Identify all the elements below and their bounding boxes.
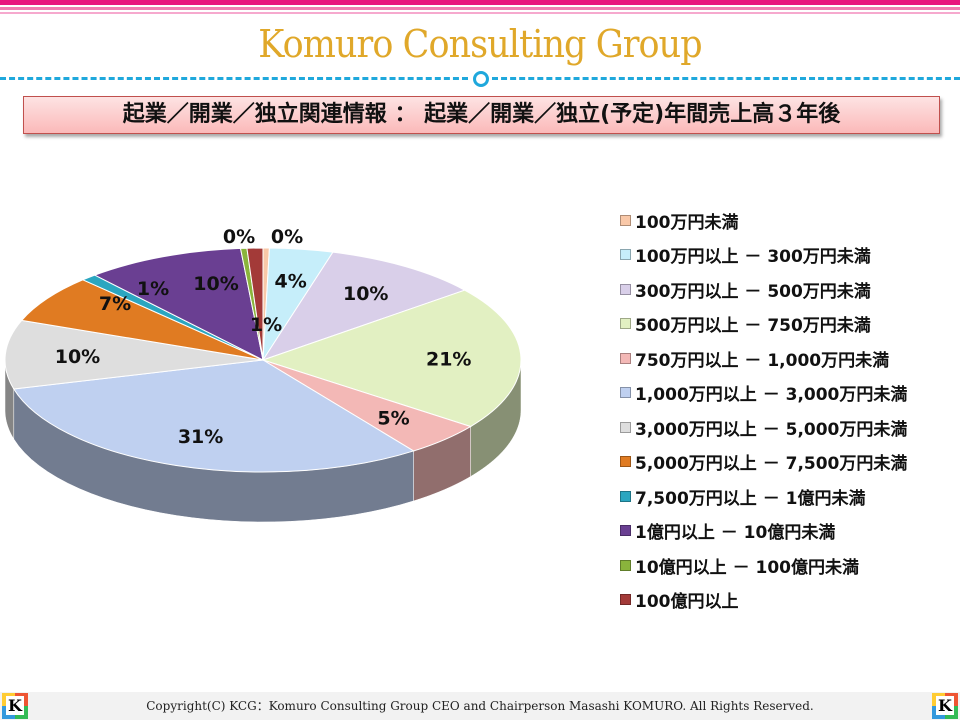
legend-label: 1,000万円以上 － 3,000万円未満: [635, 385, 908, 406]
brand-title: Komuro Consulting Group: [258, 22, 702, 66]
legend-swatch: [620, 283, 631, 295]
data-label: 4%: [275, 270, 307, 292]
data-label: 5%: [377, 407, 409, 429]
legend-item: 750万円以上 － 1,000万円未満: [620, 341, 907, 376]
pie-slice: [261, 289, 522, 428]
legend-label: 10億円以上 － 100億円未満: [635, 557, 859, 578]
divider: [0, 77, 468, 80]
legend-swatch: [620, 490, 631, 502]
legend-item: 100億円以上: [620, 583, 907, 618]
pie-slice: [20, 279, 264, 361]
legend-swatch: [620, 559, 631, 571]
legend-swatch: [620, 525, 631, 537]
page-subtitle: 起業／開業／独立関連情報 ： 起業／開業／独立(予定)年間売上高３年後: [23, 96, 940, 134]
divider-circle-icon: [473, 71, 489, 87]
pie-slice: [4, 319, 264, 390]
legend-item: 100万円未満: [620, 203, 907, 238]
top-stripe: [0, 12, 960, 14]
legend-label: 5,000万円以上 － 7,500万円未満: [635, 454, 908, 475]
kcg-logo-icon: K: [2, 693, 28, 719]
pie-chart: 0% 4% 10% 21% 5% 31% 10% 7% 1% 10% 0% 1%: [4, 226, 522, 523]
legend-swatch: [620, 387, 631, 399]
pie-slice: [12, 359, 415, 473]
copyright: Copyright(C) KCG：Komuro Consulting Group…: [0, 692, 960, 720]
legend-item: 1億円以上 － 10億円未満: [620, 514, 907, 549]
pie-slice: [93, 247, 264, 361]
data-label: 0%: [271, 226, 303, 248]
legend-item: 3,000万円以上 － 5,000万円未満: [620, 410, 907, 445]
legend-item: 300万円以上 － 500万円未満: [620, 272, 907, 307]
pie-slice: [261, 251, 466, 361]
legend-swatch: [620, 352, 631, 364]
legend-item: 7,500万円以上 － 1億円未満: [620, 479, 907, 514]
top-stripe: [0, 7, 960, 10]
legend-label: 750万円以上 － 1,000万円未満: [635, 350, 890, 371]
legend-label: 500万円以上 － 750万円未満: [635, 316, 871, 337]
legend-label: 300万円以上 － 500万円未満: [635, 281, 871, 302]
data-label: 1%: [250, 314, 282, 336]
data-label: 21%: [426, 348, 471, 370]
legend-item: 100万円以上 － 300万円未満: [620, 238, 907, 273]
legend-swatch: [620, 421, 631, 433]
data-label: 0%: [223, 226, 255, 248]
data-label: 7%: [99, 293, 131, 315]
legend-swatch: [620, 456, 631, 468]
data-label: 10%: [55, 346, 100, 368]
top-stripe: [0, 0, 960, 5]
data-label: 31%: [178, 426, 223, 448]
data-label: 1%: [137, 278, 169, 300]
data-label: 10%: [343, 283, 388, 305]
data-label: 10%: [193, 273, 238, 295]
legend-swatch: [620, 249, 631, 261]
legend-item: 10億円以上 － 100億円未満: [620, 548, 907, 583]
legend-swatch: [620, 594, 631, 606]
pie-slice: [246, 247, 264, 361]
legend-label: 100億円以上: [635, 592, 739, 613]
legend-label: 100万円以上 － 300万円未満: [635, 247, 871, 268]
legend-label: 1億円以上 － 10億円未満: [635, 523, 836, 544]
legend-label: 100万円未満: [635, 212, 739, 233]
legend-item: 500万円以上 － 750万円未満: [620, 307, 907, 342]
chart-legend: 100万円未満 100万円以上 － 300万円未満 300万円以上 － 500万円未…: [620, 203, 907, 617]
kcg-logo-icon: K: [932, 693, 958, 719]
legend-label: 7,500万円以上 － 1億円未満: [635, 488, 866, 509]
legend-item: 5,000万円以上 － 7,500万円未満: [620, 445, 907, 480]
legend-label: 3,000万円以上 － 5,000万円未満: [635, 419, 908, 440]
divider: [492, 77, 960, 80]
legend-swatch: [620, 214, 631, 226]
legend-swatch: [620, 318, 631, 330]
legend-item: 1,000万円以上 － 3,000万円未満: [620, 376, 907, 411]
